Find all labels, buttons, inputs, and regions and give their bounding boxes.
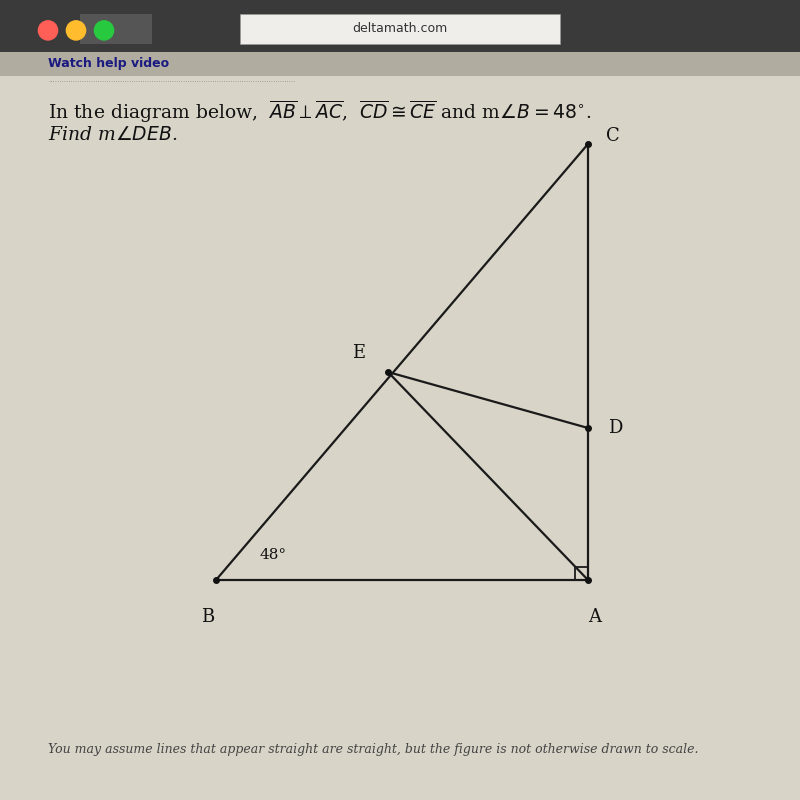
Text: Find m$\angle DEB$.: Find m$\angle DEB$. [48,126,178,144]
Text: 48°: 48° [260,549,287,562]
Text: B: B [202,608,214,626]
Text: E: E [353,344,366,362]
Text: A: A [588,608,601,626]
Text: ················································································: ········································… [48,79,295,86]
Text: D: D [608,419,622,437]
Text: deltamath.com: deltamath.com [352,22,448,35]
Text: You may assume lines that appear straight are straight, but the figure is not ot: You may assume lines that appear straigh… [48,743,698,756]
Text: C: C [606,127,619,145]
Text: In the diagram below,  $\overline{AB} \perp \overline{AC}$,  $\overline{CD} \con: In the diagram below, $\overline{AB} \pe… [48,98,591,125]
Text: Watch help video: Watch help video [48,57,169,70]
